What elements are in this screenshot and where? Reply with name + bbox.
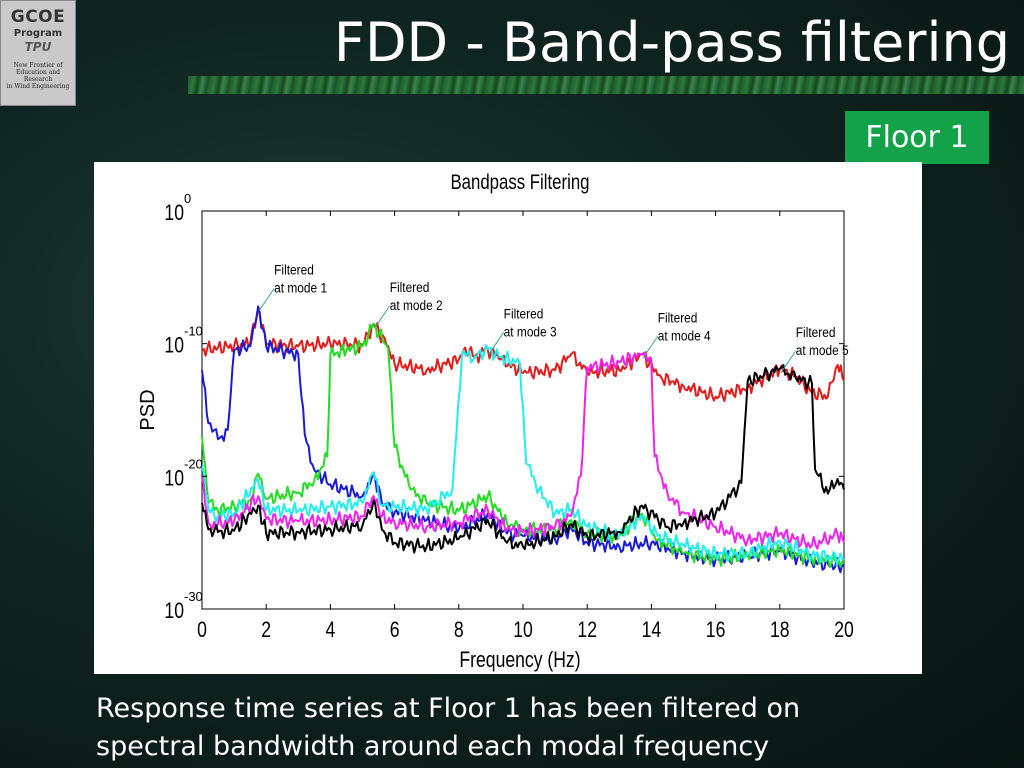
annotation-label-line1: Filtered xyxy=(390,279,430,295)
annotation-label-line2: at mode 1 xyxy=(274,280,327,296)
annotation-label-line2: at mode 4 xyxy=(658,327,711,343)
x-tick-label: 2 xyxy=(261,618,271,642)
annotation-label-line1: Filtered xyxy=(274,262,314,278)
y-tick-label-base: 10 xyxy=(164,201,184,225)
annotation-pointer xyxy=(642,335,659,359)
annotation-pointer xyxy=(488,332,505,355)
annotation-label-line2: at mode 3 xyxy=(504,323,557,339)
logo-tagline-2: Education and Research xyxy=(15,69,61,83)
psd-series-line xyxy=(201,322,845,568)
y-tick-label-exponent: -10 xyxy=(184,324,203,339)
x-tick-label: 14 xyxy=(642,618,662,642)
annotation-layer: Filtered at mode 1 Filtered at mode 2 Filter… xyxy=(258,262,849,374)
logo-tagline-3: in Wind Engineering xyxy=(6,83,70,90)
psd-series-line xyxy=(201,344,845,567)
x-tick-label: 12 xyxy=(577,618,597,642)
logo-line-gcoe: GCOE xyxy=(10,7,66,27)
series-layer xyxy=(201,305,845,574)
annotation-label-line2: at mode 2 xyxy=(390,297,443,313)
psd-series-line xyxy=(201,351,845,550)
y-axis-label: PSD xyxy=(137,389,159,430)
y-tick-label-base: 10 xyxy=(164,467,184,491)
y-tick-label-exponent: -20 xyxy=(184,456,203,471)
logo-tagline: New Frontier of Education and Research i… xyxy=(1,62,75,90)
slide-title: FDD - Band-pass filtering xyxy=(333,11,1010,74)
x-tick-label: 0 xyxy=(197,618,207,642)
annotation-label-line1: Filtered xyxy=(796,324,836,340)
logo-line-program: Program xyxy=(13,28,63,39)
annotation-pointer xyxy=(780,350,797,374)
caption-line-2: spectral bandwidth around each modal fre… xyxy=(96,731,770,762)
gcoe-logo: GCOE Program TPU New Frontier of Educati… xyxy=(0,0,76,106)
x-tick-label: 20 xyxy=(834,618,854,642)
psd-series-line xyxy=(201,364,845,554)
chart-title: Bandpass Filtering xyxy=(450,171,589,194)
y-tick-label-exponent: -30 xyxy=(184,589,203,604)
y-tick-label-base: 10 xyxy=(164,599,184,623)
x-tick-label: 10 xyxy=(513,618,533,642)
y-tick-label-base: 10 xyxy=(164,334,184,358)
logo-line-tpu: TPU xyxy=(24,40,52,54)
annotation-pointer xyxy=(258,288,275,311)
floor-badge: Floor 1 xyxy=(845,111,989,164)
annotation-label-line1: Filtered xyxy=(504,305,544,321)
slide-caption: Response time series at Floor 1 has been… xyxy=(96,690,976,766)
x-tick-label: 8 xyxy=(454,618,464,642)
x-tick-label: 4 xyxy=(326,618,336,642)
chart-figure: 0 2 4 6 8 10 12 14 16 18 20 10 0 10 -10 10 -20 10 -30 Filt… xyxy=(94,162,922,674)
annotation-label-line2: at mode 5 xyxy=(796,342,849,358)
x-tick-label: 6 xyxy=(390,618,400,642)
annotation-label-line1: Filtered xyxy=(658,309,698,325)
title-decorative-band xyxy=(188,76,1024,94)
x-tick-label: 18 xyxy=(770,618,790,642)
x-tick-label: 16 xyxy=(706,618,726,642)
y-tick-label-exponent: 0 xyxy=(184,191,191,206)
logo-tagline-1: New Frontier of xyxy=(13,62,63,69)
psd-series-line xyxy=(201,305,845,403)
annotation-pointer xyxy=(374,305,391,329)
x-axis-label: Frequency (Hz) xyxy=(459,648,580,672)
caption-line-1: Response time series at Floor 1 has been… xyxy=(96,693,801,724)
